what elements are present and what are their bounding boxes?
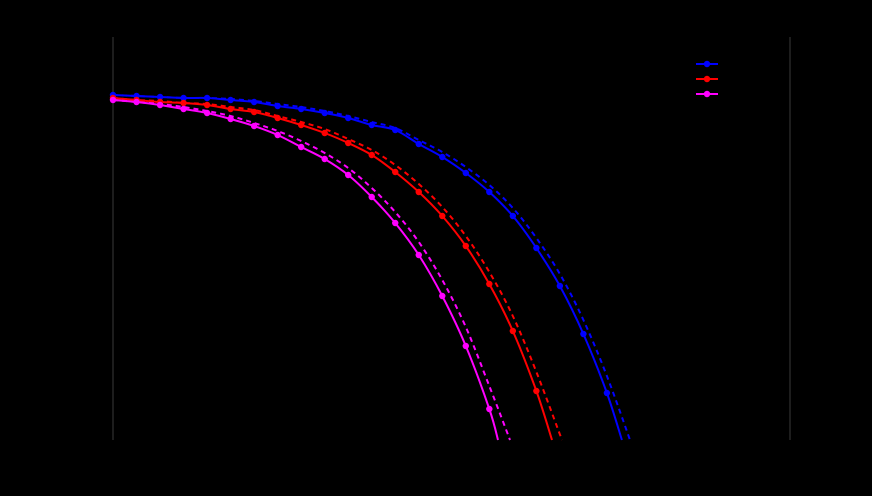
data-point-marker <box>250 108 258 116</box>
data-point-marker <box>439 212 446 220</box>
data-point-marker <box>180 94 187 102</box>
data-point-marker <box>250 98 258 106</box>
data-point-marker <box>321 155 328 163</box>
data-point-marker <box>486 280 493 288</box>
data-point-marker <box>133 98 140 106</box>
data-point-marker <box>533 387 540 395</box>
series-line-3 <box>112 97 563 441</box>
data-point-marker <box>415 251 422 259</box>
data-point-marker <box>462 242 469 250</box>
data-point-marker <box>462 342 469 350</box>
series-line-2 <box>112 97 553 441</box>
data-point-marker <box>415 188 422 196</box>
series-layer <box>109 91 631 441</box>
series-line-5 <box>112 99 511 441</box>
data-point-marker <box>297 143 305 151</box>
data-point-marker <box>392 219 399 227</box>
data-point-marker <box>439 153 446 161</box>
data-point-marker <box>486 188 493 196</box>
data-point-marker <box>486 405 493 413</box>
data-point-marker <box>368 193 375 201</box>
series-line-1 <box>112 94 631 441</box>
data-point-marker <box>180 99 187 107</box>
data-point-marker <box>392 168 399 176</box>
data-point-marker <box>462 169 469 177</box>
data-point-marker <box>274 131 281 139</box>
data-point-marker <box>345 139 352 147</box>
data-point-marker <box>603 389 611 397</box>
data-point-marker <box>509 212 517 220</box>
data-point-marker <box>321 129 328 137</box>
data-point-marker <box>533 244 540 252</box>
data-point-marker <box>415 140 422 148</box>
data-point-marker <box>580 330 587 338</box>
data-point-marker <box>509 327 517 335</box>
legend-marker-icon <box>703 90 711 98</box>
data-point-marker <box>345 171 352 179</box>
legend-marker-icon <box>703 75 711 83</box>
legend-marker-icon <box>703 60 711 68</box>
data-point-marker <box>368 151 375 159</box>
data-point-marker <box>556 282 564 290</box>
data-point-marker <box>439 292 446 300</box>
legend <box>696 60 718 98</box>
